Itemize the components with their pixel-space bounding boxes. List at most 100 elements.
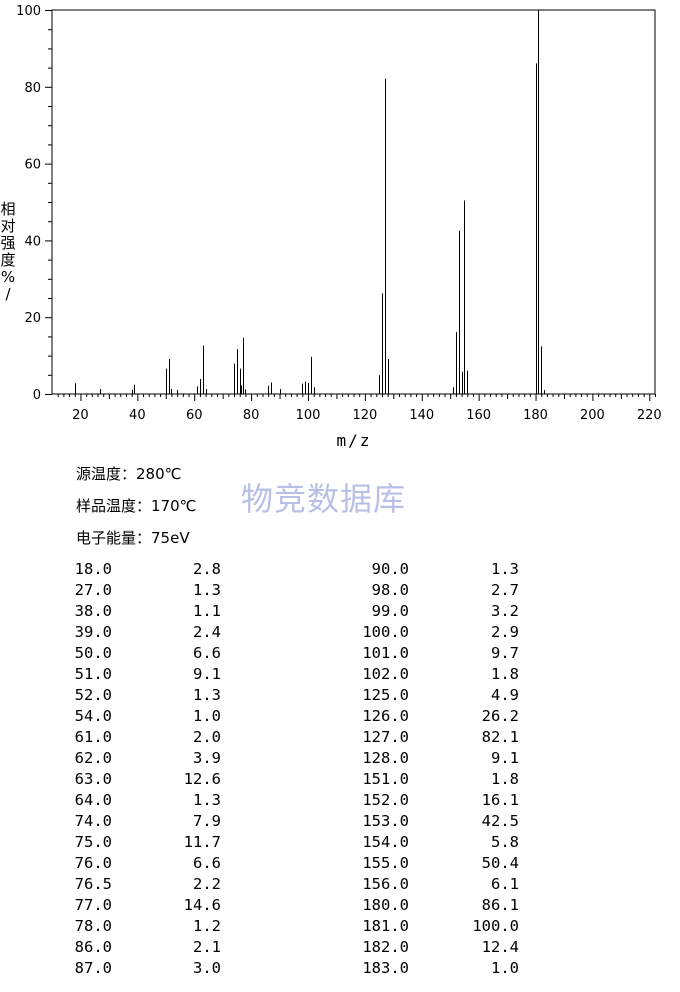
- table-left-intensity: 2.2: [193, 875, 221, 893]
- table-left-intensity: 3.9: [193, 749, 221, 767]
- table-left-intensity: 14.6: [183, 896, 221, 914]
- table-left-mz: 18.0: [74, 560, 112, 578]
- table-right-mz: 99.0: [371, 602, 409, 620]
- table-right-mz: 98.0: [371, 581, 409, 599]
- table-left-intensity: 9.1: [193, 665, 221, 683]
- x-tick-label: 220: [637, 408, 662, 423]
- table-left-intensity: 7.9: [193, 812, 221, 830]
- table-right-intensity: 42.5: [481, 812, 519, 830]
- x-tick-label: 80: [243, 408, 260, 423]
- table-right-intensity: 2.7: [491, 581, 519, 599]
- table-right-intensity: 5.8: [491, 833, 519, 851]
- table-left-mz: 39.0: [74, 623, 112, 641]
- table-right-mz: 182.0: [362, 938, 409, 956]
- chart-axes: [45, 9, 656, 401]
- table-left-mz: 74.0: [74, 812, 112, 830]
- table-left-mz: 61.0: [74, 728, 112, 746]
- table-right-mz: 127.0: [362, 728, 409, 746]
- y-axis-label-char: 对: [0, 217, 15, 235]
- table-right-intensity: 2.9: [491, 623, 519, 641]
- table-right-mz: 90.0: [371, 560, 409, 578]
- table-right-mz: 155.0: [362, 854, 409, 872]
- table-right-intensity: 50.4: [481, 854, 519, 872]
- table-right-mz: 152.0: [362, 791, 409, 809]
- table-right-intensity: 6.1: [491, 875, 519, 893]
- table-left-mz: 76.0: [74, 854, 112, 872]
- table-right-mz: 102.0: [362, 665, 409, 683]
- table-right-intensity: 1.8: [491, 770, 519, 788]
- table-left-intensity: 1.0: [193, 707, 221, 725]
- y-tick-label: 20: [24, 311, 41, 326]
- table-left-intensity: 12.6: [183, 770, 221, 788]
- table-right-intensity: 82.1: [481, 728, 519, 746]
- chart-labels: 20 40 60 80 100 120 140 160 180 200 220 0 20 40 60 80 10…: [0, 4, 661, 450]
- table-left-mz: 54.0: [74, 707, 112, 725]
- y-tick-label: 100: [16, 4, 41, 19]
- x-tick-label: 180: [523, 408, 548, 423]
- table-right-intensity: 26.2: [481, 707, 519, 725]
- table-left-intensity: 2.0: [193, 728, 221, 746]
- table-right-mz: 154.0: [362, 833, 409, 851]
- table-right-mz: 100.0: [362, 623, 409, 641]
- table-left-mz: 52.0: [74, 686, 112, 704]
- table-right-mz: 125.0: [362, 686, 409, 704]
- table-right-intensity: 3.2: [491, 602, 519, 620]
- x-tick-label: 60: [186, 408, 203, 423]
- y-axis-label-char: 强: [0, 234, 15, 252]
- table-right-intensity: 4.9: [491, 686, 519, 704]
- table-right-intensity: 1.3: [491, 560, 519, 578]
- table-left-intensity: 1.3: [193, 686, 221, 704]
- table-right-intensity: 1.0: [491, 959, 519, 977]
- spectrum-peaks: [75, 10, 545, 394]
- y-axis-label-char: %: [1, 268, 15, 286]
- table-left-mz: 86.0: [74, 938, 112, 956]
- table-right-intensity: 86.1: [481, 896, 519, 914]
- table-left-intensity: 11.7: [183, 833, 221, 851]
- table-right-mz: 153.0: [362, 812, 409, 830]
- table-right-intensity: 9.1: [491, 749, 519, 767]
- table-left-mz: 51.0: [74, 665, 112, 683]
- x-tick-label: 40: [129, 408, 146, 423]
- table-left-mz: 76.5: [74, 875, 112, 893]
- table-right-mz: 128.0: [362, 749, 409, 767]
- table-left-intensity: 6.6: [193, 644, 221, 662]
- table-right-mz: 183.0: [362, 959, 409, 977]
- table-right-intensity: 12.4: [481, 938, 519, 956]
- y-axis-label-char: 相: [0, 200, 15, 218]
- source-temperature: 源温度：280℃: [76, 465, 182, 483]
- table-left-mz: 75.0: [74, 833, 112, 851]
- table-left-mz: 27.0: [74, 581, 112, 599]
- table-left-mz: 64.0: [74, 791, 112, 809]
- database-watermark: 物竞数据库: [241, 480, 407, 518]
- table-left-intensity: 3.0: [193, 959, 221, 977]
- table-left-mz: 77.0: [74, 896, 112, 914]
- table-left-mz: 63.0: [74, 770, 112, 788]
- table-right-mz: 156.0: [362, 875, 409, 893]
- y-axis-label-char: 度: [0, 251, 15, 269]
- x-tick-label: 140: [409, 408, 434, 423]
- y-tick-label: 60: [24, 158, 41, 173]
- mass-spectrum-chart: 20 40 60 80 100 120 140 160 180 200 220 0 20 40 60 80 10…: [0, 4, 661, 450]
- x-axis-label: m/z: [337, 431, 372, 450]
- x-tick-label: 20: [72, 408, 89, 423]
- table-left-mz: 87.0: [74, 959, 112, 977]
- y-tick-label: 0: [33, 388, 41, 403]
- table-left-intensity: 2.8: [193, 560, 221, 578]
- table-right-intensity: 9.7: [491, 644, 519, 662]
- table-left-intensity: 1.3: [193, 581, 221, 599]
- sample-temperature: 样品温度：170℃: [76, 497, 197, 515]
- table-right-mz: 101.0: [362, 644, 409, 662]
- peak-table: 18.0 2.8 27.0 1.3 38.0 1.1 39.0 2.4 50.0 6.6 51.0 9…: [0, 560, 680, 980]
- x-tick-label: 100: [296, 408, 321, 423]
- y-tick-label: 40: [24, 234, 41, 249]
- x-tick-label: 120: [352, 408, 377, 423]
- table-right-mz: 181.0: [362, 917, 409, 935]
- table-right-mz: 180.0: [362, 896, 409, 914]
- table-left-intensity: 1.3: [193, 791, 221, 809]
- table-left-intensity: 6.6: [193, 854, 221, 872]
- table-left-mz: 62.0: [74, 749, 112, 767]
- table-left-intensity: 1.2: [193, 917, 221, 935]
- table-right-mz: 151.0: [362, 770, 409, 788]
- table-left-intensity: 1.1: [193, 602, 221, 620]
- table-left-mz: 38.0: [74, 602, 112, 620]
